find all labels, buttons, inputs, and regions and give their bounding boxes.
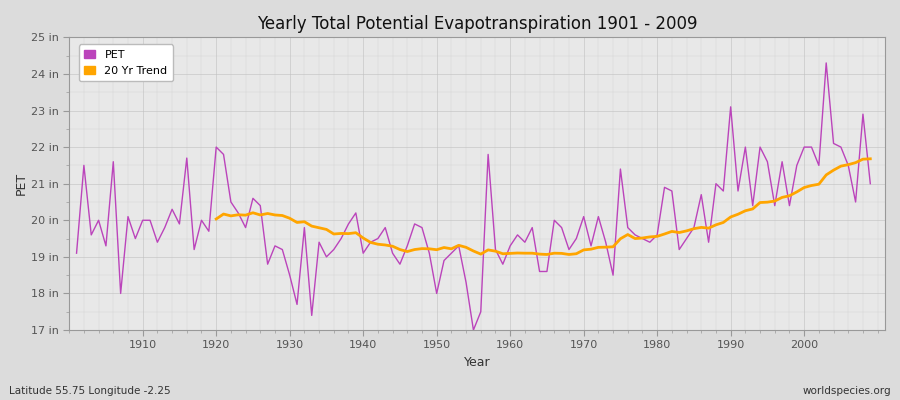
Legend: PET, 20 Yr Trend: PET, 20 Yr Trend (79, 44, 173, 81)
Text: worldspecies.org: worldspecies.org (803, 386, 891, 396)
Y-axis label: PET: PET (15, 172, 28, 195)
Text: Latitude 55.75 Longitude -2.25: Latitude 55.75 Longitude -2.25 (9, 386, 171, 396)
Title: Yearly Total Potential Evapotranspiration 1901 - 2009: Yearly Total Potential Evapotranspiratio… (256, 15, 698, 33)
X-axis label: Year: Year (464, 356, 490, 369)
